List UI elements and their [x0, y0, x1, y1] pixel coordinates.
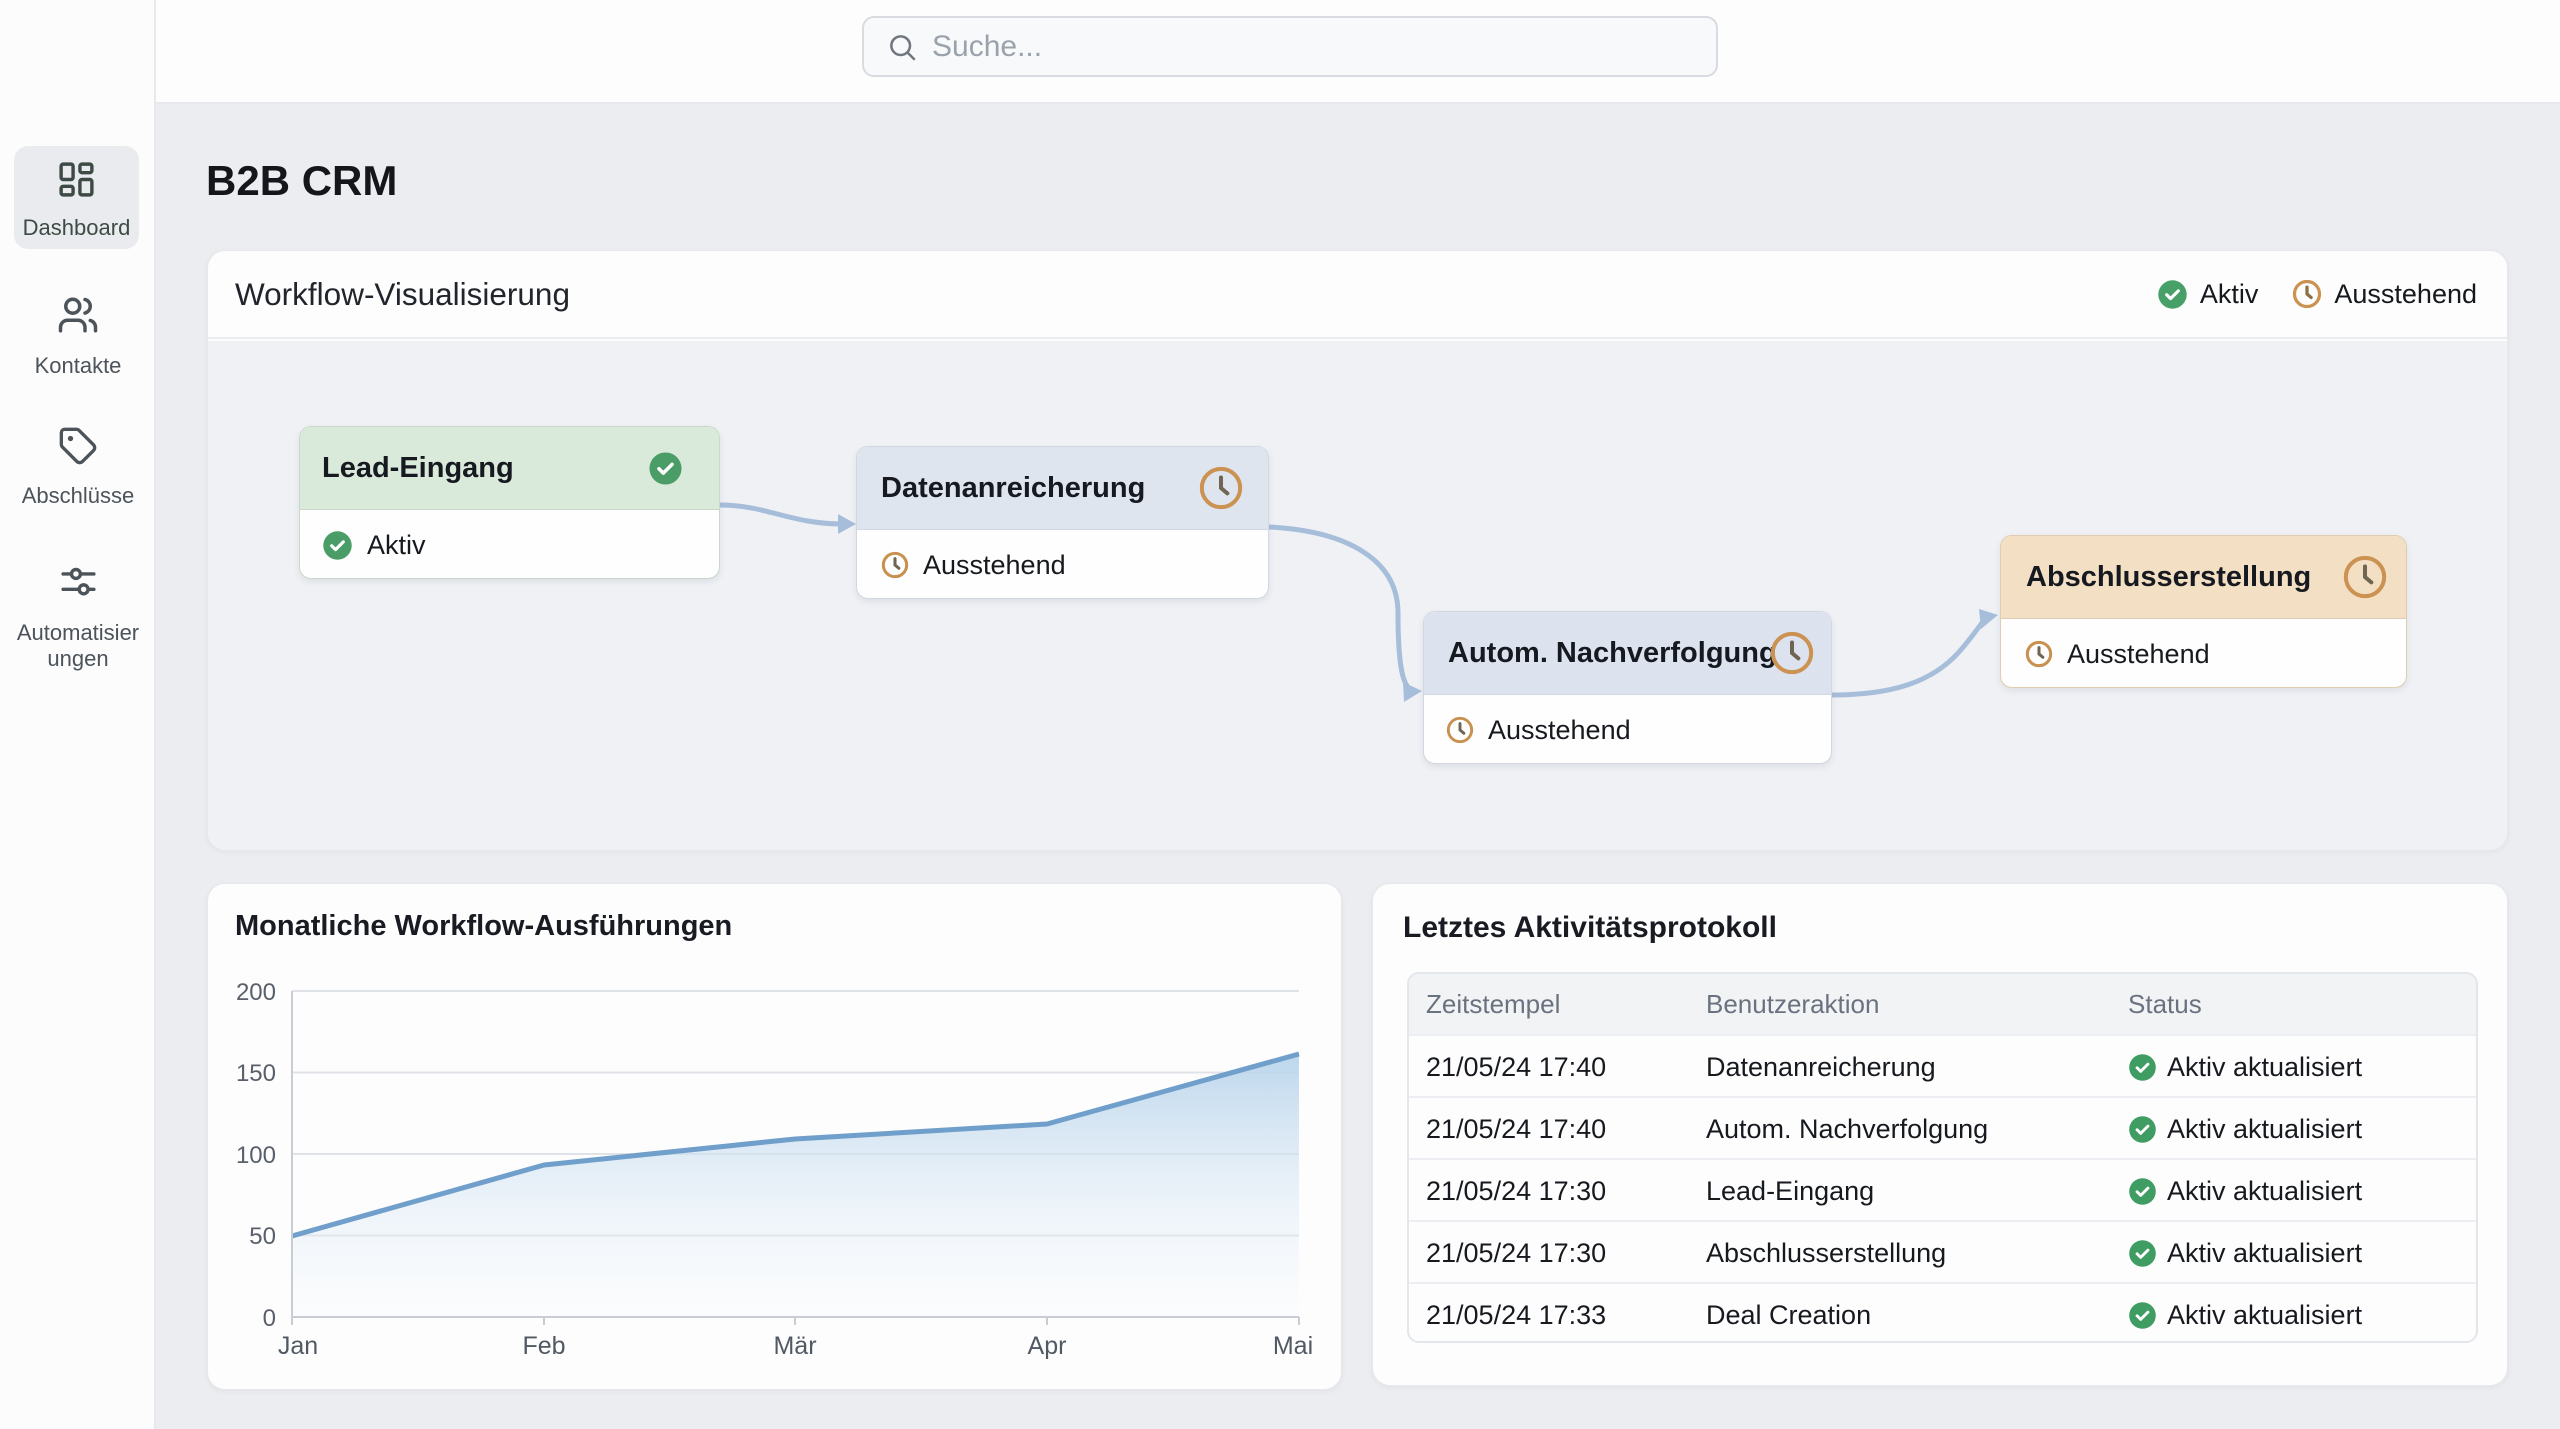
svg-text:200: 200	[236, 979, 276, 1006]
svg-text:Mär: Mär	[773, 1332, 816, 1360]
svg-text:150: 150	[236, 1060, 276, 1087]
svg-text:Apr: Apr	[1028, 1332, 1067, 1360]
svg-text:Feb: Feb	[522, 1332, 565, 1360]
svg-text:Mai: Mai	[1273, 1332, 1313, 1360]
svg-text:Jan: Jan	[278, 1332, 318, 1360]
svg-text:0: 0	[263, 1305, 276, 1332]
svg-text:100: 100	[236, 1142, 276, 1169]
svg-text:50: 50	[249, 1223, 276, 1250]
